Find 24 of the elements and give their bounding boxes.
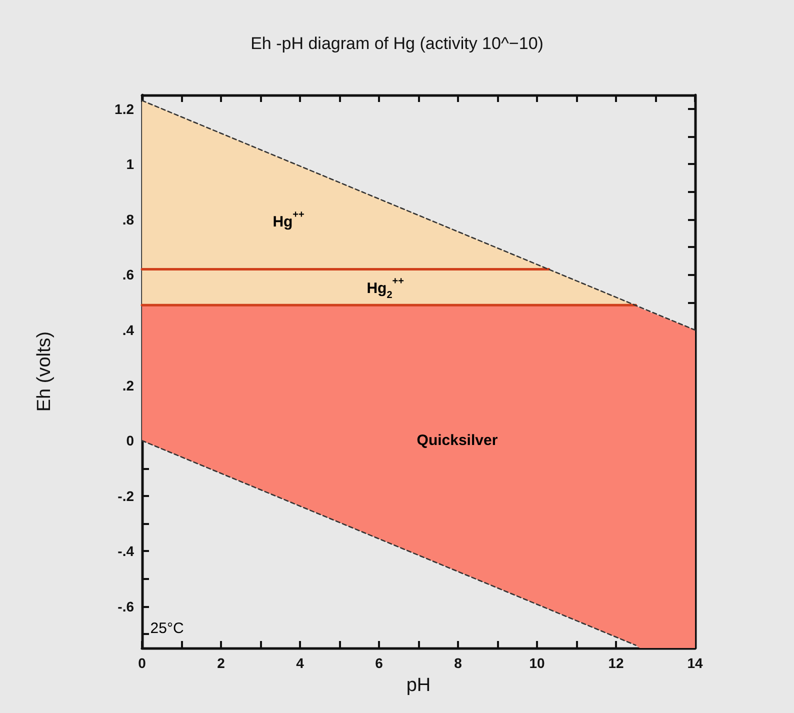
y-tick-label: 1 (126, 156, 134, 172)
y-tick-label: -.6 (118, 598, 134, 615)
x-tick-label: 4 (296, 655, 304, 671)
annotation: 25°C (150, 620, 184, 638)
y-tick-label: .6 (122, 266, 134, 283)
x-tick-label: 6 (375, 655, 384, 671)
x-tick-label: 0 (138, 655, 146, 671)
x-tick-label: 2 (217, 655, 226, 671)
y-tick-label: .2 (122, 377, 134, 394)
x-tick-label: 8 (454, 655, 462, 671)
x-axis-title: pH (406, 675, 431, 696)
y-tick-label: -.4 (118, 543, 134, 560)
chart-title: Eh -pH diagram of Hg (activity 10^−10) (250, 34, 544, 53)
y-tick-label: .4 (122, 322, 134, 338)
x-tick-label: 14 (687, 655, 703, 671)
y-tick-label: 0 (126, 432, 134, 449)
y-tick-label: 1.2 (114, 100, 134, 117)
y-tick-label: .8 (122, 211, 134, 228)
annotation: Quicksilver (416, 432, 498, 450)
x-tick-label: 12 (608, 655, 624, 671)
y-axis-title: Eh (volts) (34, 331, 55, 412)
x-tick-label: 10 (529, 655, 545, 671)
y-tick-label: -.2 (118, 488, 134, 504)
annotation: Hg++ (272, 210, 305, 231)
